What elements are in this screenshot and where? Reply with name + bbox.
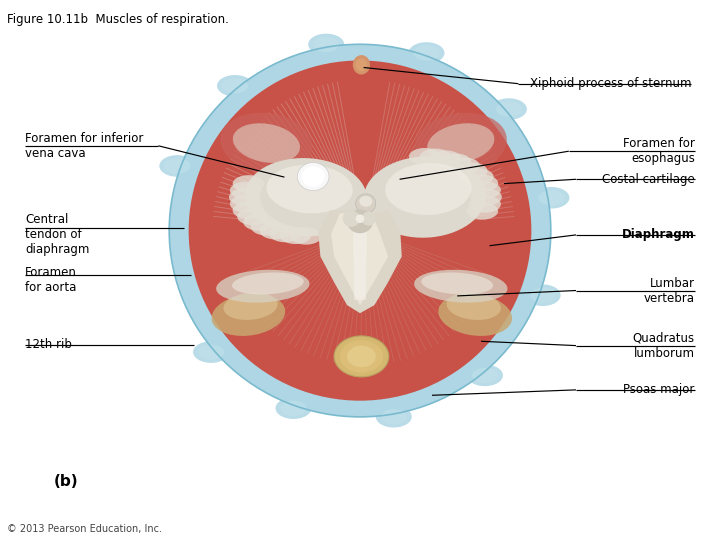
Text: Psoas major: Psoas major [624, 383, 695, 396]
Ellipse shape [472, 368, 498, 383]
Ellipse shape [469, 181, 501, 199]
Ellipse shape [223, 293, 278, 320]
Ellipse shape [313, 37, 339, 52]
Ellipse shape [266, 165, 353, 213]
Ellipse shape [496, 102, 522, 117]
Ellipse shape [409, 148, 441, 165]
Ellipse shape [159, 155, 195, 177]
Ellipse shape [449, 158, 480, 175]
Ellipse shape [364, 157, 486, 238]
Ellipse shape [470, 188, 502, 206]
Ellipse shape [439, 153, 471, 171]
Ellipse shape [491, 98, 527, 120]
Ellipse shape [302, 166, 325, 187]
Ellipse shape [446, 293, 501, 320]
Ellipse shape [193, 341, 229, 363]
Ellipse shape [347, 346, 376, 367]
Text: Diaphragm: Diaphragm [622, 228, 695, 241]
Ellipse shape [217, 75, 253, 97]
Ellipse shape [189, 60, 531, 401]
Text: Figure 10.11b  Muscles of respiration.: Figure 10.11b Muscles of respiration. [7, 14, 229, 26]
Text: Central
tendon of
diaphragm: Central tendon of diaphragm [25, 213, 89, 256]
Ellipse shape [232, 273, 304, 294]
Ellipse shape [359, 196, 372, 207]
Ellipse shape [530, 288, 556, 303]
Ellipse shape [353, 55, 370, 75]
Ellipse shape [413, 45, 439, 60]
Text: Costal cartilage: Costal cartilage [602, 173, 695, 186]
Ellipse shape [343, 211, 360, 227]
Ellipse shape [525, 285, 561, 306]
Ellipse shape [279, 227, 311, 244]
Ellipse shape [356, 214, 364, 223]
Ellipse shape [356, 194, 376, 213]
Ellipse shape [415, 113, 507, 173]
Ellipse shape [467, 364, 503, 386]
Ellipse shape [245, 158, 367, 236]
Text: Foramen for
esophagus: Foramen for esophagus [623, 137, 695, 165]
Ellipse shape [534, 187, 570, 208]
Ellipse shape [427, 123, 495, 163]
Text: 12th rib: 12th rib [25, 338, 72, 351]
Ellipse shape [308, 33, 344, 55]
Ellipse shape [251, 218, 282, 235]
Ellipse shape [421, 273, 493, 294]
Text: (b): (b) [54, 474, 78, 489]
Polygon shape [318, 211, 402, 313]
Ellipse shape [467, 174, 498, 192]
Polygon shape [256, 167, 295, 220]
Ellipse shape [230, 181, 261, 199]
Polygon shape [428, 167, 467, 220]
Ellipse shape [164, 158, 190, 173]
Ellipse shape [381, 409, 407, 424]
Ellipse shape [276, 397, 312, 419]
Ellipse shape [243, 213, 275, 231]
Text: © 2013 Pearson Education, Inc.: © 2013 Pearson Education, Inc. [7, 523, 162, 534]
Ellipse shape [334, 336, 389, 377]
Text: Foramen
for aorta: Foramen for aorta [25, 266, 77, 294]
Ellipse shape [233, 175, 264, 192]
Ellipse shape [169, 44, 551, 417]
Ellipse shape [356, 58, 367, 71]
Polygon shape [353, 213, 367, 300]
Ellipse shape [438, 294, 512, 336]
Ellipse shape [229, 188, 261, 206]
Text: Xiphoid process of sternum: Xiphoid process of sternum [530, 77, 691, 90]
Ellipse shape [198, 345, 224, 360]
Ellipse shape [290, 227, 322, 245]
Ellipse shape [230, 195, 261, 213]
Text: Quadratus
lumborum: Quadratus lumborum [633, 332, 695, 360]
Ellipse shape [361, 212, 376, 226]
Ellipse shape [408, 42, 444, 64]
Polygon shape [331, 213, 388, 305]
Ellipse shape [340, 340, 383, 373]
Text: Lumbar
vertebra: Lumbar vertebra [644, 276, 695, 305]
Ellipse shape [456, 163, 487, 180]
Ellipse shape [233, 202, 264, 219]
Ellipse shape [222, 78, 248, 93]
Ellipse shape [414, 270, 508, 302]
Ellipse shape [539, 190, 564, 205]
Ellipse shape [420, 148, 451, 166]
Ellipse shape [376, 406, 412, 428]
Ellipse shape [467, 202, 498, 220]
Ellipse shape [212, 294, 285, 336]
Text: Foramen for inferior
vena cava: Foramen for inferior vena cava [25, 132, 143, 160]
Ellipse shape [269, 225, 301, 242]
Ellipse shape [347, 210, 373, 233]
Ellipse shape [233, 123, 300, 163]
Ellipse shape [462, 168, 494, 186]
Ellipse shape [281, 401, 307, 416]
Ellipse shape [469, 195, 501, 213]
Ellipse shape [216, 270, 310, 302]
Ellipse shape [237, 208, 269, 225]
Ellipse shape [297, 163, 329, 191]
Ellipse shape [220, 113, 312, 173]
Ellipse shape [430, 151, 462, 168]
Ellipse shape [385, 163, 472, 215]
Ellipse shape [260, 222, 291, 239]
